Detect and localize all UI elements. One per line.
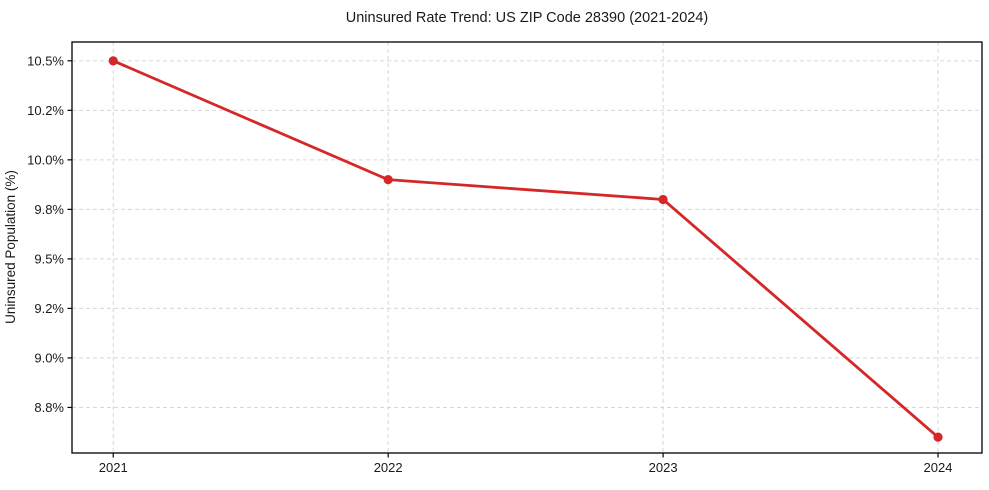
x-tick-label: 2023: [649, 460, 678, 475]
grid-layer: [72, 42, 982, 453]
y-tick-label: 8.8%: [34, 400, 64, 415]
y-axis-label: Uninsured Population (%): [3, 170, 18, 324]
series-layer: [108, 56, 943, 442]
axes-layer: 10.5% 10.2% 10.0% 9.8% 9.5% 9.2% 9.0% 8.8% 2021 2…: [27, 41, 983, 475]
y-tick-label: 10.0%: [27, 152, 64, 167]
data-point-2021: [108, 56, 118, 66]
data-point-2024: [933, 432, 943, 442]
y-tick-label: 9.0%: [34, 350, 64, 365]
y-tick-label: 10.5%: [27, 53, 64, 68]
x-tick-label: 2022: [374, 460, 403, 475]
x-tick-label: 2024: [924, 460, 953, 475]
plot-border: [71, 41, 983, 454]
trend-line: [111, 59, 940, 439]
data-point-2023: [658, 194, 668, 205]
y-tick-label: 9.5%: [34, 251, 64, 266]
data-point-2022: [383, 175, 393, 185]
y-tick-label: 10.2%: [27, 103, 64, 118]
y-tick-label: 9.2%: [34, 301, 64, 316]
chart-title: Uninsured Rate Trend: US ZIP Code 28390 …: [346, 10, 708, 26]
x-tick-label: 2021: [99, 460, 128, 475]
y-tick-label: 9.8%: [34, 202, 64, 217]
